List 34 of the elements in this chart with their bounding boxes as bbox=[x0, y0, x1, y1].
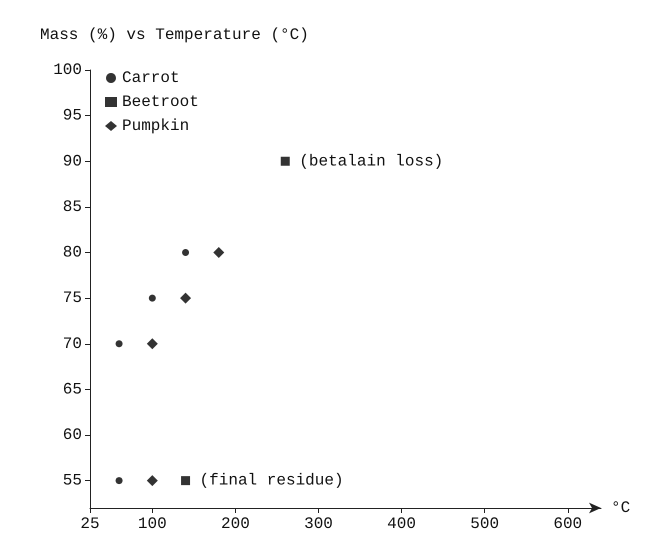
y-tick-label: 60 bbox=[62, 426, 82, 444]
y-tick-label: 80 bbox=[62, 244, 82, 262]
point bbox=[148, 294, 156, 302]
x-tick-label: 200 bbox=[221, 515, 250, 533]
legend-label: Carrot bbox=[122, 69, 180, 87]
y-tick-label: 55 bbox=[62, 472, 82, 490]
point bbox=[213, 247, 224, 258]
y-tick-label: 100 bbox=[53, 61, 82, 79]
x-tick-label: 500 bbox=[470, 515, 500, 533]
x-tick-label: 600 bbox=[553, 515, 582, 533]
y-tick-label: 65 bbox=[62, 380, 82, 398]
x-tick-label: 400 bbox=[387, 515, 416, 533]
point bbox=[182, 249, 190, 256]
point bbox=[280, 156, 290, 166]
y-tick-label: 90 bbox=[62, 152, 82, 170]
y-tick-label: 70 bbox=[62, 334, 82, 353]
x-tick-label: 300 bbox=[304, 515, 333, 533]
chart-title: Mass (%) vs Temperature (°C) bbox=[40, 26, 309, 44]
point bbox=[180, 292, 192, 304]
annotation: (final residue) bbox=[200, 472, 344, 490]
point bbox=[146, 475, 158, 486]
y-tick-label: 85 bbox=[62, 198, 82, 216]
y-tick-label: 95 bbox=[62, 106, 82, 125]
x-tick-label: 25 bbox=[80, 515, 100, 533]
x-axis-title: °C bbox=[611, 499, 630, 517]
x-tick-label: 100 bbox=[138, 515, 167, 533]
point bbox=[116, 477, 123, 484]
point bbox=[116, 340, 123, 348]
legend-label: Pumpkin bbox=[122, 117, 190, 135]
legend-label: Beetroot bbox=[122, 93, 199, 111]
y-tick-label: 75 bbox=[62, 289, 82, 308]
point bbox=[181, 476, 190, 486]
point bbox=[146, 338, 158, 350]
annotation: (betalain loss) bbox=[299, 152, 444, 170]
